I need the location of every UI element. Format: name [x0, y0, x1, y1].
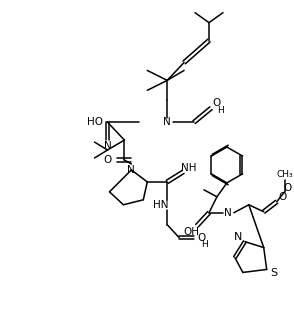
Text: S: S [270, 269, 277, 279]
Text: OH: OH [183, 227, 199, 237]
Text: N: N [234, 232, 242, 242]
Text: N: N [128, 165, 135, 175]
Text: NH: NH [181, 163, 197, 173]
Text: N: N [163, 117, 171, 127]
Text: O: O [278, 192, 287, 202]
Text: O: O [283, 183, 292, 193]
Text: HN: HN [153, 200, 169, 210]
Text: O: O [103, 155, 112, 165]
Text: H: H [218, 106, 224, 115]
Text: HO: HO [86, 117, 103, 127]
Text: O: O [213, 98, 221, 108]
Text: CH₃: CH₃ [276, 170, 293, 179]
Text: N: N [103, 141, 111, 151]
Text: O: O [197, 233, 205, 243]
Text: H: H [201, 240, 207, 249]
Text: N: N [224, 208, 232, 218]
